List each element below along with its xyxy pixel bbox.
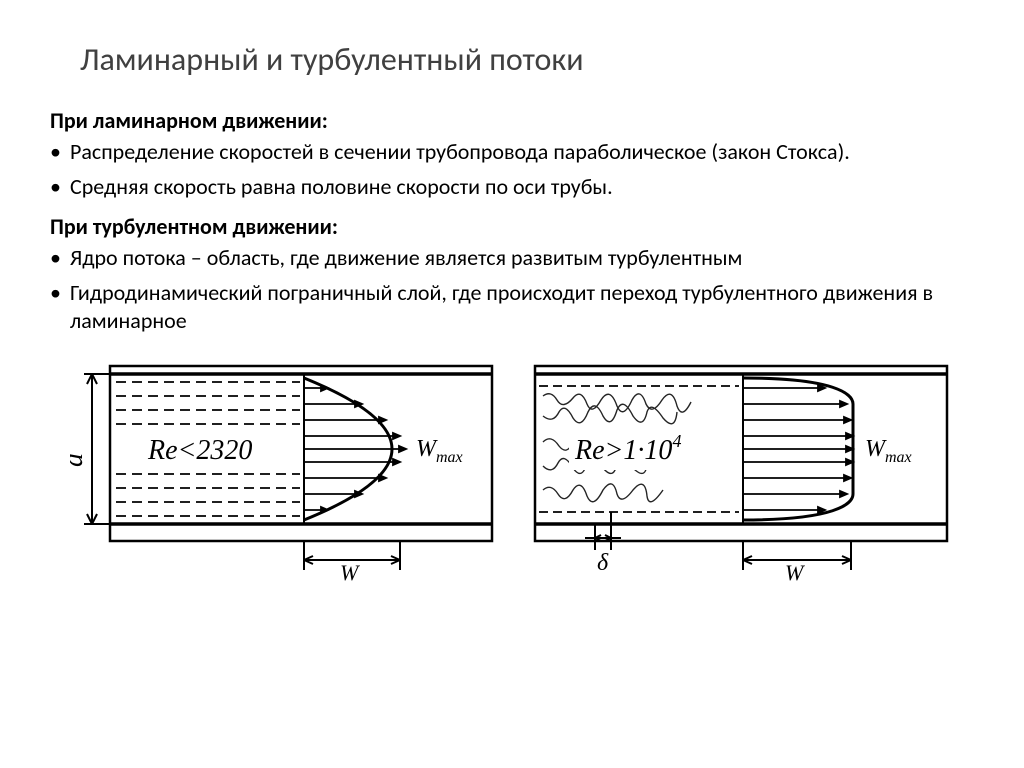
section1-heading: При ламинарном движении: — [50, 107, 974, 134]
page-title: Ламинарный и турбулентный потоки — [80, 40, 974, 79]
svg-text:Re>1·104: Re>1·104 — [574, 431, 681, 466]
re-label-right: Re>1·10 — [574, 435, 672, 466]
section2-heading: При турбулентном движении: — [50, 213, 974, 240]
list-item: Гидродинамический пограничный слой, где … — [50, 279, 974, 336]
turbulent-diagram: Re>1·104 Wmax δ — [525, 356, 955, 586]
svg-text:Wmax: Wmax — [865, 436, 912, 466]
diagram-container: d Re<2320 — [50, 356, 974, 586]
w-label-left: W — [340, 560, 360, 585]
delta-label: δ — [597, 550, 609, 576]
list-item: Распределение скоростей в сечении трубоп… — [50, 138, 974, 167]
d-label: d — [70, 452, 89, 467]
w-label-right: W — [785, 560, 805, 585]
list-item: Ядро потока – область, где движение явля… — [50, 244, 974, 273]
re-label-left: Re<2320 — [147, 435, 252, 466]
laminar-diagram: d Re<2320 — [70, 356, 500, 586]
section2-list: Ядро потока – область, где движение явля… — [50, 244, 974, 336]
svg-text:Wmax: Wmax — [416, 436, 463, 466]
section1-list: Распределение скоростей в сечении трубоп… — [50, 138, 974, 201]
list-item: Средняя скорость равна половине скорости… — [50, 173, 974, 202]
